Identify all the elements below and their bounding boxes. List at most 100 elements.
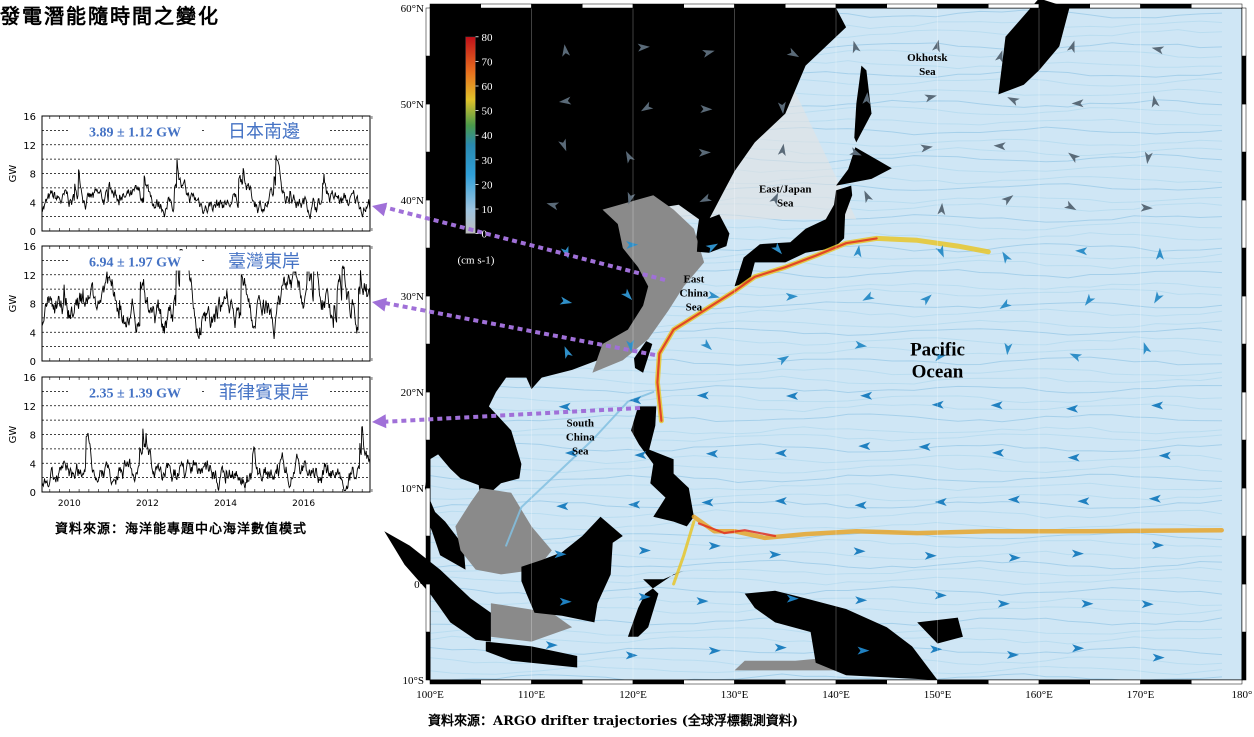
y-tick-label: 8 bbox=[30, 431, 36, 442]
velocity-arrow bbox=[625, 651, 638, 660]
lon-tick-label: 110°E bbox=[518, 689, 545, 701]
lat-tick-label: 60°N bbox=[401, 3, 424, 15]
frame-tick bbox=[1241, 343, 1247, 393]
y-tick-label: 4 bbox=[30, 459, 36, 470]
streamline bbox=[429, 433, 1223, 443]
region-label-box bbox=[205, 380, 330, 403]
region-label: 日本南邊 bbox=[228, 122, 300, 143]
velocity-arrow bbox=[990, 401, 1003, 410]
frame-tick bbox=[531, 3, 583, 9]
velocity-arrow bbox=[849, 147, 862, 156]
velocity-arrow bbox=[701, 498, 714, 507]
frame-tick bbox=[582, 679, 634, 685]
velocity-arrow bbox=[554, 550, 567, 559]
frame-tick bbox=[1241, 151, 1247, 201]
series-line bbox=[41, 155, 371, 220]
frame-tick bbox=[425, 439, 431, 489]
region-label-box bbox=[205, 119, 330, 142]
streamline bbox=[429, 454, 1223, 465]
velocity-arrow bbox=[774, 449, 787, 458]
velocity-arrow bbox=[785, 292, 798, 301]
label-east-china-sea: China bbox=[680, 288, 709, 300]
frame-tick bbox=[1140, 3, 1192, 9]
velocity-arrow bbox=[933, 353, 947, 362]
frame-tick bbox=[734, 679, 786, 685]
velocity-arrow bbox=[854, 340, 868, 349]
velocity-arrow bbox=[696, 597, 709, 606]
velocity-arrow bbox=[1066, 40, 1075, 54]
velocity-arrow bbox=[698, 148, 711, 157]
velocity-arrow bbox=[545, 641, 558, 650]
y-tick-label: 8 bbox=[30, 300, 36, 311]
y-axis-label: GW bbox=[8, 165, 19, 183]
frame-tick bbox=[425, 103, 431, 153]
frame-tick bbox=[1241, 7, 1247, 57]
streamline bbox=[429, 384, 1223, 394]
new-guinea bbox=[744, 590, 938, 680]
frame-tick bbox=[1241, 103, 1247, 153]
velocity-arrow bbox=[935, 245, 944, 258]
velocity-arrow bbox=[640, 101, 654, 112]
streamline bbox=[429, 499, 1223, 509]
velocity-arrow bbox=[1148, 494, 1161, 503]
frame-tick bbox=[886, 679, 938, 685]
velocity-arrow bbox=[776, 355, 790, 366]
velocity-arrow bbox=[932, 39, 940, 53]
x-tick-label: 2016 bbox=[292, 499, 315, 509]
velocity-arrow bbox=[700, 338, 712, 351]
frame-tick bbox=[1140, 679, 1192, 685]
y-axis-label: GW bbox=[8, 295, 19, 313]
frame-tick bbox=[429, 3, 481, 9]
value-label-box bbox=[70, 250, 200, 271]
velocity-arrow bbox=[1007, 97, 1020, 106]
frame-tick bbox=[425, 55, 431, 105]
label-east-china-sea: East bbox=[684, 274, 705, 286]
velocity-arrow bbox=[934, 498, 947, 506]
streamline bbox=[429, 442, 1223, 453]
timeseries-chart-philippines: 0 4 8 12 16 GW 2010 2012 2014 2016 2.35 ± 1.39 GW 菲… bbox=[8, 373, 373, 509]
frame-tick bbox=[734, 3, 786, 9]
frame-tick bbox=[425, 295, 431, 345]
frame-tick bbox=[683, 679, 735, 685]
colorbar-tick-label: 80 bbox=[482, 32, 494, 44]
y-tick-label: 0 bbox=[30, 357, 36, 368]
frame-tick bbox=[1191, 3, 1243, 9]
velocity-arrow bbox=[1001, 195, 1014, 206]
y-tick-label: 16 bbox=[23, 112, 36, 123]
y-tick-label: 4 bbox=[30, 198, 36, 209]
current-map: 60°N 50°N 40°N 30°N 20°N 10°N 0° 10°S 100°E 110°E… bbox=[384, 0, 1252, 701]
frame-tick bbox=[988, 679, 1040, 685]
streamline bbox=[429, 464, 1223, 474]
velocity-arrow bbox=[930, 645, 943, 654]
velocity-arrow bbox=[1064, 200, 1077, 211]
velocity-arrow bbox=[700, 104, 713, 113]
frame-tick bbox=[1241, 583, 1247, 633]
velocity-arrow bbox=[1140, 203, 1153, 212]
velocity-arrow bbox=[621, 288, 633, 301]
velocity-arrow bbox=[920, 294, 932, 306]
label-south-china-sea: China bbox=[566, 432, 595, 444]
label-south-china-sea: South bbox=[566, 418, 594, 430]
velocity-arrow bbox=[629, 396, 642, 405]
sulawesi bbox=[627, 570, 684, 637]
velocity-arrow bbox=[638, 546, 651, 555]
frame-tick bbox=[886, 3, 938, 9]
y-tick-label: 16 bbox=[23, 373, 36, 384]
label-pacific-ocean: Pacific bbox=[910, 340, 965, 361]
frame-tick bbox=[425, 7, 431, 57]
x-tick-label: 2010 bbox=[58, 499, 81, 509]
velocity-arrow bbox=[857, 646, 870, 655]
frame-tick bbox=[425, 487, 431, 537]
lon-tick-label: 140°E bbox=[822, 689, 850, 701]
sunda-shelf bbox=[455, 488, 552, 575]
japan-honshu bbox=[734, 185, 853, 287]
velocity-arrow bbox=[1084, 293, 1096, 306]
colorbar-unit-label: (cm s-1) bbox=[458, 255, 495, 267]
velocity-arrow bbox=[1151, 46, 1165, 55]
lon-tick-label: 150°E bbox=[924, 689, 952, 701]
region-label: 菲律賓東岸 bbox=[219, 383, 309, 404]
streamline bbox=[429, 521, 1222, 532]
frame-tick bbox=[683, 3, 735, 9]
frame-tick bbox=[1089, 679, 1141, 685]
velocity-arrow bbox=[705, 243, 719, 253]
